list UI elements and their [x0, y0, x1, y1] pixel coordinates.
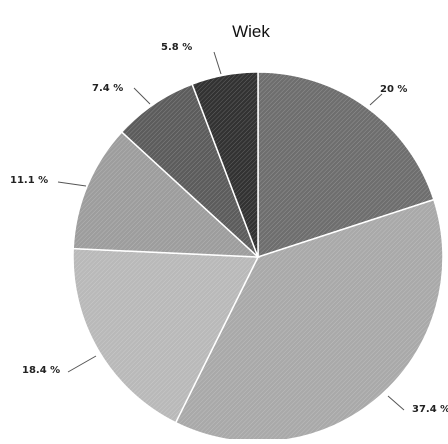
pie-slices	[72, 71, 444, 443]
slice-label: 20 %	[380, 84, 407, 95]
leader-line	[213, 51, 222, 75]
slice-label: 11.1 %	[10, 175, 48, 186]
chart-title: Wiek	[232, 22, 270, 41]
pie-slice-texture	[121, 84, 258, 257]
leader-line	[67, 355, 97, 373]
leader-line	[369, 93, 383, 106]
pie-labels: 20 % 37.4 % 18.4 % 11.1 % 7.4 % 5.8 %	[10, 42, 448, 415]
pie-slice-texture	[192, 72, 258, 257]
pie-slice-texture	[258, 72, 434, 257]
pie-slice-texture	[72, 248, 259, 423]
slice-label: 7.4 %	[92, 83, 123, 94]
slice-label: 37.4 %	[412, 404, 448, 415]
pie-slice-texture	[175, 199, 443, 442]
slice-label: 18.4 %	[22, 365, 60, 376]
leader-line	[387, 395, 405, 411]
leader-line	[57, 181, 87, 187]
pie-slice-texture	[73, 131, 258, 257]
leader-line	[133, 87, 151, 105]
slice-label: 5.8 %	[161, 42, 192, 53]
